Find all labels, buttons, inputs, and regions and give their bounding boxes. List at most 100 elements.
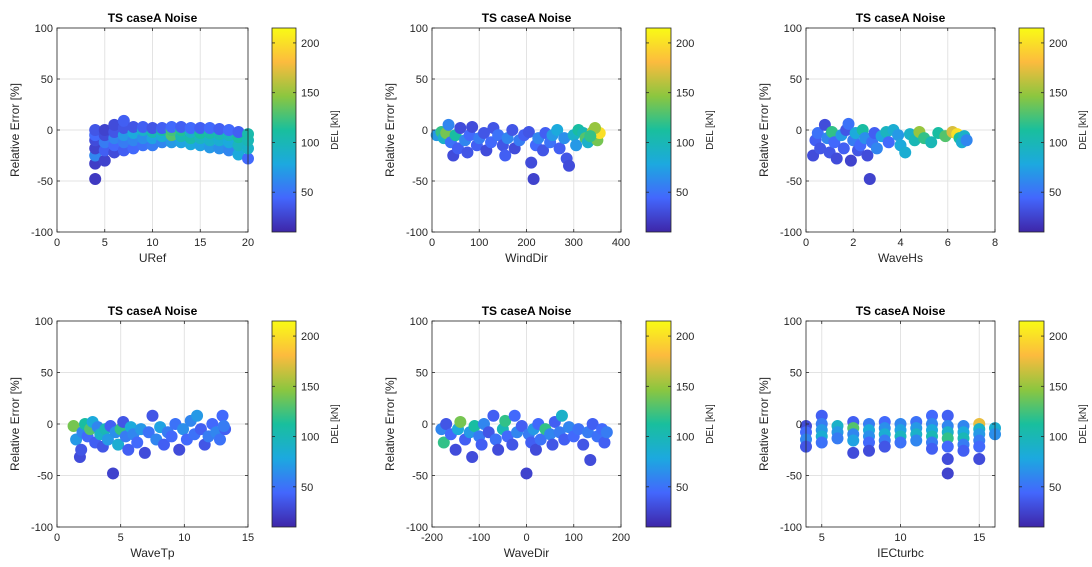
y-axis-label: Relative Error [%] xyxy=(383,83,397,177)
x-tick-label: 0 xyxy=(54,532,60,544)
y-tick-label: 100 xyxy=(35,316,53,328)
y-tick-label: 50 xyxy=(790,368,802,380)
data-point xyxy=(586,418,599,430)
colorbar: 50 100 150 200 DEL [kN] xyxy=(271,320,341,528)
y-tick-label: 0 xyxy=(422,419,428,431)
y-tick-label: -50 xyxy=(412,176,428,188)
colorbar: 50 100 150 200 DEL [kN] xyxy=(645,27,716,233)
y-tick-label: -100 xyxy=(780,522,802,534)
x-tick-label: 15 xyxy=(194,237,206,249)
data-point xyxy=(506,124,519,136)
data-point xyxy=(506,438,519,451)
y-tick-label: 100 xyxy=(784,23,802,35)
data-point xyxy=(508,409,521,422)
data-point xyxy=(847,446,860,459)
x-tick-label: 15 xyxy=(242,532,254,544)
scatter-points xyxy=(435,409,613,480)
data-point xyxy=(941,440,954,453)
y-tick-label: 0 xyxy=(47,419,53,431)
colorbar-tick-label: 50 xyxy=(1049,187,1061,199)
x-tick-label: 15 xyxy=(973,532,985,544)
data-point xyxy=(529,443,542,456)
y-tick-label: 100 xyxy=(784,316,802,328)
scatter-points xyxy=(430,118,606,185)
data-point xyxy=(217,420,230,433)
data-point xyxy=(546,438,559,451)
x-tick-label: 4 xyxy=(897,237,903,249)
data-point xyxy=(194,121,207,134)
data-point xyxy=(973,440,986,453)
data-point xyxy=(522,126,535,139)
data-point xyxy=(957,444,970,457)
data-point xyxy=(466,450,479,463)
x-tick-label: 5 xyxy=(819,532,825,544)
colorbar-tick-label: 150 xyxy=(301,381,319,393)
data-point xyxy=(131,436,144,449)
colorbar-gradient xyxy=(271,27,297,233)
data-point xyxy=(837,142,850,155)
x-axis-label: WaveDir xyxy=(504,546,550,560)
y-tick-label: -100 xyxy=(31,227,53,239)
data-point xyxy=(216,409,229,422)
y-tick-label: 50 xyxy=(41,368,53,380)
colorbar-tick-label: 150 xyxy=(676,381,694,393)
colorbar-tick-label: 200 xyxy=(676,38,694,50)
colorbar-tick-label: 150 xyxy=(301,88,319,100)
data-point xyxy=(146,409,159,422)
data-point xyxy=(98,124,111,136)
data-point xyxy=(165,120,178,133)
data-point xyxy=(117,114,130,127)
y-tick-label: -100 xyxy=(406,227,428,239)
y-tick-label: -100 xyxy=(406,522,428,534)
colorbar-tick-label: 200 xyxy=(301,331,319,343)
y-axis-label: Relative Error [%] xyxy=(8,377,22,471)
data-point xyxy=(122,443,135,456)
colorbar: 50 100 150 200 DEL [kN] xyxy=(271,27,341,233)
y-axis-label: Relative Error [%] xyxy=(8,83,22,177)
chart-panel-3: 0 2 4 6 8 -100 -50 0 50 100 TS caseA Noise WaveHs Re… xyxy=(757,11,1089,265)
data-point xyxy=(525,156,538,169)
data-point xyxy=(475,438,488,451)
data-point xyxy=(487,409,500,422)
data-point xyxy=(899,146,912,159)
data-point xyxy=(825,126,838,139)
colorbar-tick-label: 50 xyxy=(301,482,313,494)
y-tick-label: 100 xyxy=(410,316,428,328)
colorbar-tick-label: 100 xyxy=(301,137,319,149)
data-point xyxy=(67,420,80,433)
x-tick-label: 2 xyxy=(850,237,856,249)
data-point xyxy=(454,121,467,134)
x-tick-label: 300 xyxy=(565,237,583,249)
data-point xyxy=(89,172,102,185)
chart-panel-1: 0 5 10 15 20 -100 -50 0 50 100 TS caseA Noise URef R… xyxy=(8,11,341,265)
y-tick-label: 100 xyxy=(410,23,428,35)
colorbar-tick-label: 200 xyxy=(1049,331,1067,343)
colorbar-tick-label: 150 xyxy=(1049,88,1067,100)
data-point xyxy=(451,142,464,155)
y-tick-label: 0 xyxy=(796,125,802,137)
data-point xyxy=(461,146,474,159)
x-tick-label: 0 xyxy=(54,237,60,249)
chart-panel-2: 0 100 200 300 400 -100 -50 0 50 100 TS caseA Noise… xyxy=(383,11,716,265)
data-point xyxy=(98,154,111,167)
x-axis-label: URef xyxy=(139,251,167,265)
data-point xyxy=(232,148,245,161)
x-tick-label: 0 xyxy=(523,532,529,544)
data-point xyxy=(553,142,566,155)
x-tick-label: 10 xyxy=(146,237,158,249)
x-tick-label: 10 xyxy=(894,532,906,544)
chart-panel-6: 5 10 15 -100 -50 0 50 100 TS caseA Noise IECturbc… xyxy=(757,304,1089,560)
data-point xyxy=(551,124,564,136)
data-point xyxy=(136,120,149,133)
y-tick-label: -100 xyxy=(31,522,53,534)
colorbar-tick-label: 50 xyxy=(301,187,313,199)
x-tick-label: 0 xyxy=(803,237,809,249)
y-tick-label: 50 xyxy=(41,74,53,86)
data-point xyxy=(811,127,824,140)
data-point xyxy=(499,414,512,427)
x-axis-label: IECturbc xyxy=(877,546,924,560)
data-point xyxy=(466,120,479,133)
data-point xyxy=(184,121,197,134)
